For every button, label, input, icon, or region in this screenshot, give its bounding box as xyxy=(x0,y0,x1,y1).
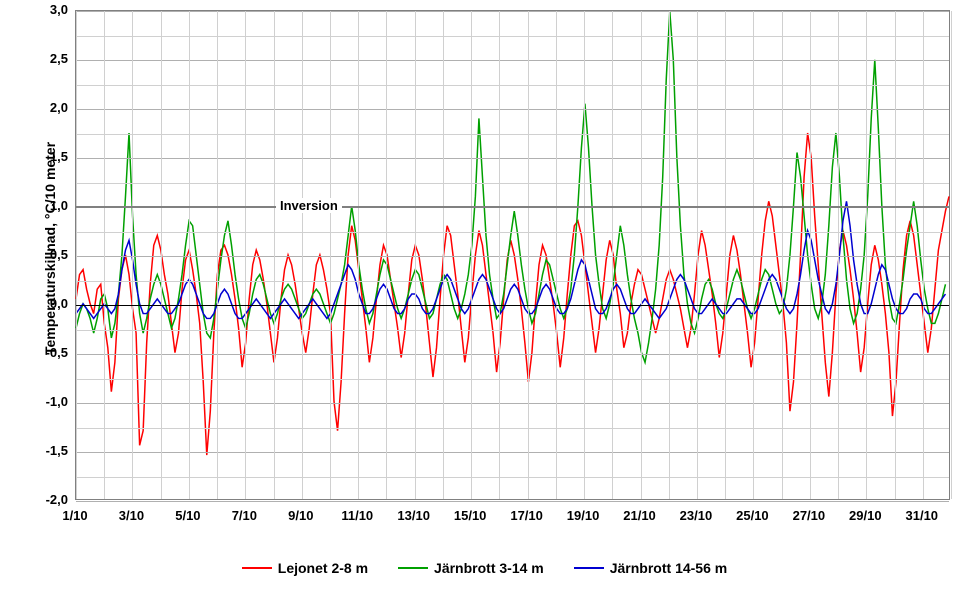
grid-line-v xyxy=(245,11,246,499)
x-tick-label: 5/10 xyxy=(175,508,200,523)
grid-line-v xyxy=(415,11,416,499)
grid-line-v xyxy=(104,11,105,499)
y-tick-label: 0,0 xyxy=(30,296,68,311)
grid-line-h-minor xyxy=(76,232,949,233)
grid-line-v xyxy=(161,11,162,499)
grid-line-v xyxy=(528,11,529,499)
grid-line-h-minor xyxy=(76,281,949,282)
y-tick-label: 1,5 xyxy=(30,149,68,164)
grid-line-v xyxy=(612,11,613,499)
grid-line-v xyxy=(895,11,896,499)
grid-line-v xyxy=(556,11,557,499)
grid-line-v xyxy=(641,11,642,499)
grid-line-v xyxy=(330,11,331,499)
x-tick-label: 29/10 xyxy=(849,508,882,523)
grid-line-v xyxy=(951,11,952,499)
grid-line-h xyxy=(76,11,949,12)
grid-line-h xyxy=(76,452,949,453)
y-tick-label: 3,0 xyxy=(30,2,68,17)
y-tick-label: -1,5 xyxy=(30,443,68,458)
grid-line-v xyxy=(584,11,585,499)
x-tick-label: 15/10 xyxy=(454,508,487,523)
grid-line-h-minor xyxy=(76,428,949,429)
inversion-line xyxy=(76,206,949,208)
grid-line-v xyxy=(838,11,839,499)
x-tick-label: 17/10 xyxy=(510,508,543,523)
legend-label: Järnbrott 3-14 m xyxy=(434,560,544,576)
y-tick-label: 2,0 xyxy=(30,100,68,115)
legend-swatch xyxy=(574,567,604,569)
legend-swatch xyxy=(242,567,272,569)
grid-line-v xyxy=(443,11,444,499)
y-tick-label: -2,0 xyxy=(30,492,68,507)
grid-line-v xyxy=(669,11,670,499)
grid-line-v xyxy=(810,11,811,499)
grid-line-v xyxy=(471,11,472,499)
grid-line-v xyxy=(189,11,190,499)
grid-line-h-minor xyxy=(76,330,949,331)
series-line xyxy=(76,133,949,455)
x-tick-label: 19/10 xyxy=(567,508,600,523)
grid-line-h-minor xyxy=(76,183,949,184)
grid-line-h xyxy=(76,109,949,110)
chart-container: Temperaturskillnad, °C/10 meter Inversio… xyxy=(0,0,969,592)
y-tick-label: 2,5 xyxy=(30,51,68,66)
grid-line-h-minor xyxy=(76,134,949,135)
plot-area: Inversion xyxy=(75,10,950,500)
legend-label: Järnbrott 14-56 m xyxy=(610,560,727,576)
x-tick-label: 11/10 xyxy=(341,508,373,523)
grid-line-v xyxy=(132,11,133,499)
legend-item: Järnbrott 14-56 m xyxy=(574,560,727,576)
x-tick-label: 25/10 xyxy=(736,508,769,523)
legend-swatch xyxy=(398,567,428,569)
y-tick-label: 0,5 xyxy=(30,247,68,262)
grid-line-v xyxy=(753,11,754,499)
grid-line-h xyxy=(76,501,949,502)
y-tick-label: -0,5 xyxy=(30,345,68,360)
legend-label: Lejonet 2-8 m xyxy=(278,560,368,576)
grid-line-v xyxy=(923,11,924,499)
grid-line-v xyxy=(274,11,275,499)
x-tick-label: 13/10 xyxy=(397,508,430,523)
legend: Lejonet 2-8 m Järnbrott 3-14 m Järnbrott 1… xyxy=(0,560,969,576)
grid-line-h-minor xyxy=(76,36,949,37)
grid-line-v xyxy=(725,11,726,499)
grid-line-v xyxy=(782,11,783,499)
grid-line-v xyxy=(358,11,359,499)
y-tick-label: 1,0 xyxy=(30,198,68,213)
x-tick-label: 7/10 xyxy=(232,508,257,523)
y-tick-label: -1,0 xyxy=(30,394,68,409)
grid-line-v xyxy=(217,11,218,499)
grid-line-h xyxy=(76,60,949,61)
grid-line-v xyxy=(386,11,387,499)
legend-item: Lejonet 2-8 m xyxy=(242,560,368,576)
zero-line xyxy=(76,305,949,306)
x-tick-label: 23/10 xyxy=(680,508,713,523)
x-tick-label: 1/10 xyxy=(62,508,87,523)
grid-line-h-minor xyxy=(76,85,949,86)
grid-line-v xyxy=(76,11,77,499)
legend-item: Järnbrott 3-14 m xyxy=(398,560,544,576)
inversion-label: Inversion xyxy=(276,198,342,213)
grid-line-h xyxy=(76,354,949,355)
grid-line-h xyxy=(76,256,949,257)
grid-line-h-minor xyxy=(76,379,949,380)
grid-line-h xyxy=(76,158,949,159)
x-tick-label: 27/10 xyxy=(793,508,826,523)
series-line xyxy=(76,11,945,362)
grid-line-h xyxy=(76,403,949,404)
grid-line-v xyxy=(697,11,698,499)
grid-line-v xyxy=(302,11,303,499)
grid-line-v xyxy=(866,11,867,499)
grid-line-h-minor xyxy=(76,477,949,478)
x-tick-label: 9/10 xyxy=(288,508,313,523)
x-tick-label: 31/10 xyxy=(905,508,938,523)
grid-line-v xyxy=(499,11,500,499)
x-tick-label: 3/10 xyxy=(119,508,144,523)
x-tick-label: 21/10 xyxy=(623,508,656,523)
